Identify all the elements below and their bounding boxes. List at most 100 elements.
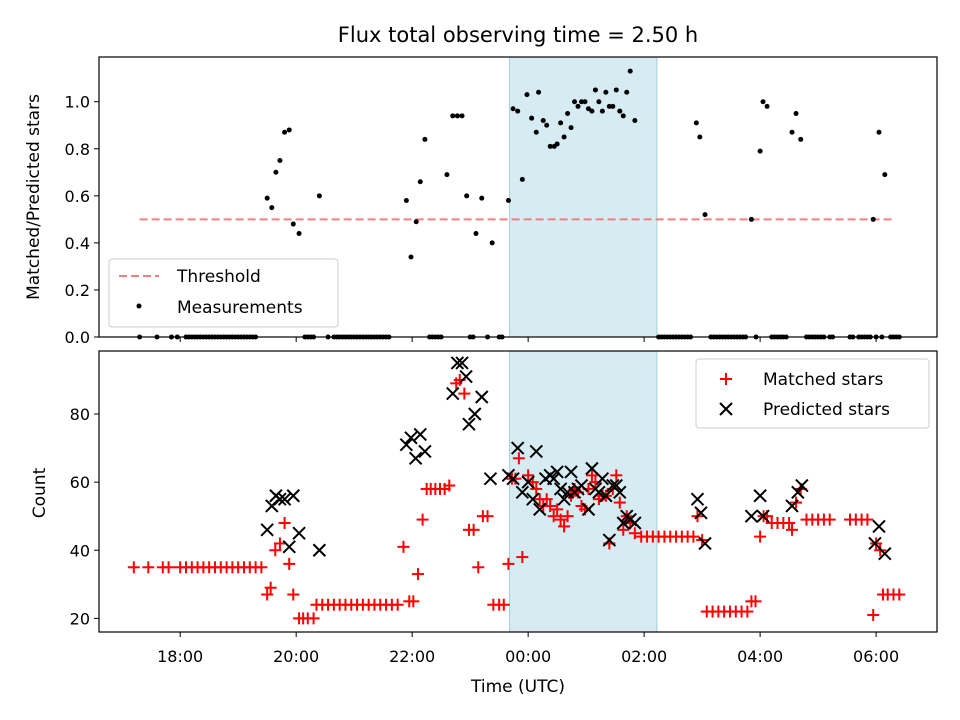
predicted-point (592, 485, 606, 500)
predicted-point (506, 472, 520, 486)
measurement-point (286, 127, 292, 133)
bottom-ylabel: Count (30, 467, 50, 518)
matched-point (628, 527, 641, 540)
matched-point (407, 595, 420, 608)
marker-stroke (553, 482, 568, 496)
predicted-point (581, 502, 596, 517)
measurement-point (589, 108, 595, 114)
predicted-point (553, 482, 568, 496)
y-tick-label: 80 (70, 405, 90, 424)
measurement-point (702, 212, 708, 218)
matched-point (861, 513, 874, 526)
marker-stroke (868, 536, 882, 551)
matched-point (261, 588, 274, 601)
y-tick-label: 20 (70, 609, 90, 628)
measurement-point (464, 193, 470, 199)
marker-stroke (609, 478, 624, 493)
marker-stroke (459, 369, 473, 384)
measurement-point (413, 219, 419, 225)
marker-stroke (312, 543, 327, 557)
measurement-point (568, 125, 574, 131)
measurement-point (489, 240, 495, 246)
marker-stroke (446, 386, 460, 401)
legend-threshold-label: Threshold (176, 267, 261, 287)
matched-point (558, 520, 571, 533)
measurement-point (624, 89, 630, 95)
marker-stroke (468, 407, 482, 421)
marker-stroke (628, 516, 642, 530)
series-predicted-stars (260, 356, 892, 561)
predicted-point (872, 519, 886, 534)
marker-stroke (690, 492, 705, 506)
matched-point (893, 588, 906, 601)
measurement-point (760, 99, 766, 105)
top-legend: Threshold Measurements (108, 258, 339, 328)
y-tick-label: 40 (70, 541, 90, 560)
predicted-point (585, 461, 599, 476)
measurement-point (554, 141, 560, 147)
matched-point (613, 496, 626, 509)
matched-point (554, 513, 567, 526)
predicted-point (526, 492, 540, 506)
measurement-point (473, 230, 479, 236)
matched-point (162, 561, 175, 574)
marker-stroke (533, 502, 547, 517)
marker-stroke (574, 478, 589, 493)
measurement-point (606, 103, 612, 109)
marker-stroke (511, 441, 525, 455)
matched-point (411, 568, 424, 581)
marker-stroke (418, 444, 432, 459)
measurement-point (697, 134, 703, 140)
measurement-point (757, 148, 763, 154)
bottom-xlabel: Time (UTC) (470, 677, 565, 697)
predicted-point (616, 516, 630, 530)
legend-measurements-swatch (136, 303, 142, 309)
x-tick-label: 06:00 (853, 647, 899, 666)
marker-stroke (483, 472, 498, 486)
measurement-point (450, 113, 456, 119)
marker-stroke (595, 472, 610, 486)
predicted-point (564, 465, 578, 479)
predicted-point (878, 546, 892, 561)
marker-stroke (526, 492, 540, 506)
matched-point (544, 499, 557, 512)
predicted-point (446, 386, 460, 401)
y-tick-label: 0.2 (65, 281, 90, 300)
measurement-point (575, 103, 581, 109)
measurement-point (610, 103, 616, 109)
measurement-point (505, 198, 511, 204)
measurement-point (617, 108, 623, 114)
predicted-point (455, 356, 469, 370)
predicted-point (690, 492, 705, 506)
marker-stroke (462, 417, 476, 431)
predicted-point (602, 533, 617, 547)
measurement-point (561, 134, 567, 140)
measurement-point (620, 113, 626, 119)
axes-frame (98, 350, 938, 633)
measurement-point (582, 99, 588, 105)
matched-point (287, 588, 300, 601)
measurement-point (693, 120, 699, 126)
matched-point (307, 612, 320, 625)
predicted-point (694, 506, 708, 520)
marker-stroke (698, 536, 712, 551)
y-tick-label: 0.4 (65, 234, 90, 253)
predicted-point (791, 485, 805, 500)
predicted-point (468, 407, 482, 421)
predicted-point (744, 509, 759, 523)
marker-stroke (753, 489, 767, 503)
y-tick-label: 1.0 (65, 93, 90, 112)
measurement-point (316, 193, 322, 199)
matched-point (561, 510, 574, 523)
marker-stroke (260, 523, 274, 537)
matched-point (278, 517, 291, 530)
matched-point (416, 513, 429, 526)
marker-stroke (286, 489, 300, 503)
marker-stroke (613, 485, 627, 500)
matched-point (255, 561, 268, 574)
measurement-point (793, 110, 799, 116)
predicted-point (408, 451, 423, 465)
measurement-point (277, 158, 283, 164)
measurement-point (454, 113, 460, 119)
matched-point (397, 540, 410, 553)
